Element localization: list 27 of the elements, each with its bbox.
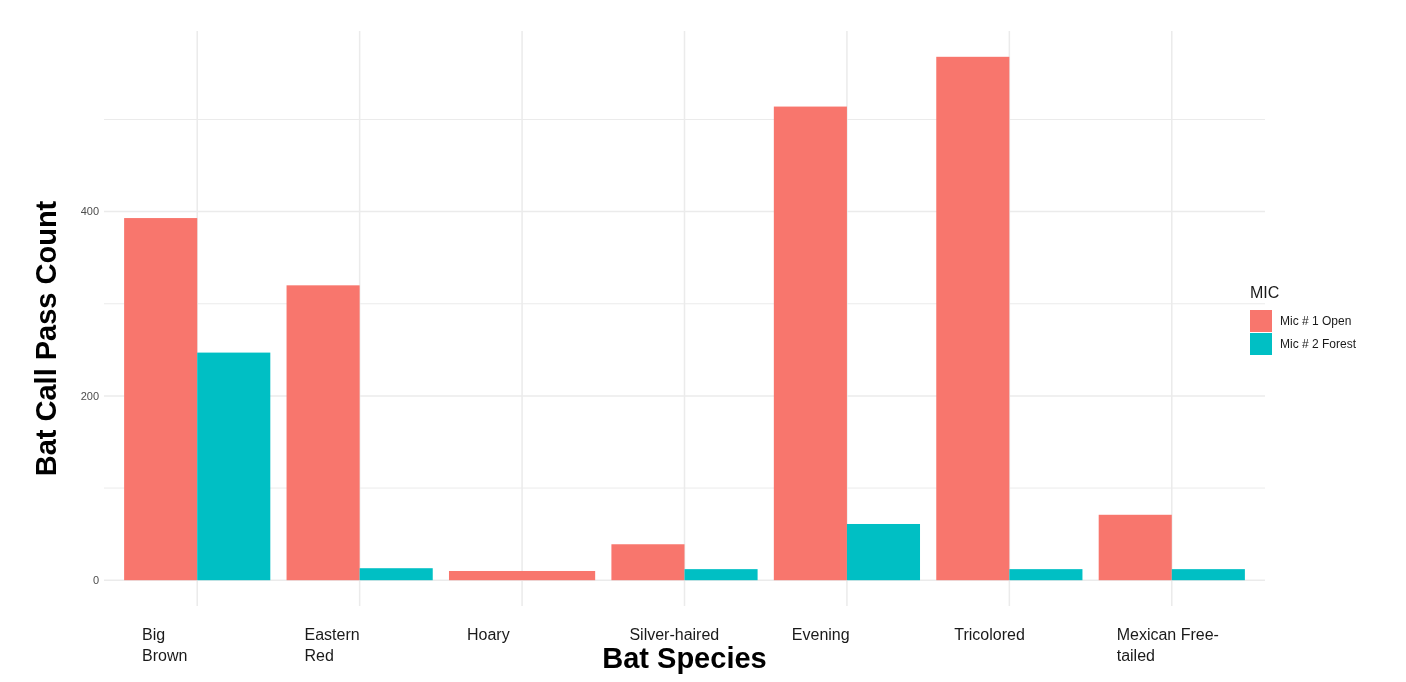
- bar: [773, 106, 847, 581]
- x-axis-title: Bat Species: [602, 642, 767, 674]
- bar: [1098, 514, 1172, 581]
- y-axis-title: Bat Call Pass Count: [30, 200, 62, 477]
- bar: [124, 218, 198, 581]
- legend-title: MIC: [1250, 284, 1280, 301]
- y-tick-label: 0: [92, 574, 99, 587]
- y-tick-label: 200: [80, 389, 99, 402]
- x-tick-label: Eastern Red: [304, 626, 360, 664]
- bar: [286, 285, 360, 581]
- x-tick-label: Tricolored: [954, 626, 1025, 643]
- legend-label: Mic # 2 Forest: [1280, 337, 1357, 352]
- bar: [684, 569, 758, 581]
- bar: [846, 523, 921, 581]
- legend-label: Mic # 1 Open: [1280, 314, 1352, 329]
- x-tick-label: Silver-haired: [629, 626, 720, 643]
- bar: [359, 568, 433, 581]
- x-tick-label: Hoary: [466, 626, 510, 643]
- bar: [611, 544, 685, 581]
- bar: [197, 352, 271, 581]
- bar: [1171, 569, 1245, 581]
- x-tick-label: Big Brown: [142, 626, 188, 664]
- x-tick-label: Evening: [791, 626, 850, 643]
- bar: [1009, 569, 1083, 581]
- x-tick-label: Mexican Free- tailed: [1116, 626, 1219, 664]
- bar: [936, 56, 1010, 581]
- y-tick-label: 400: [80, 205, 99, 218]
